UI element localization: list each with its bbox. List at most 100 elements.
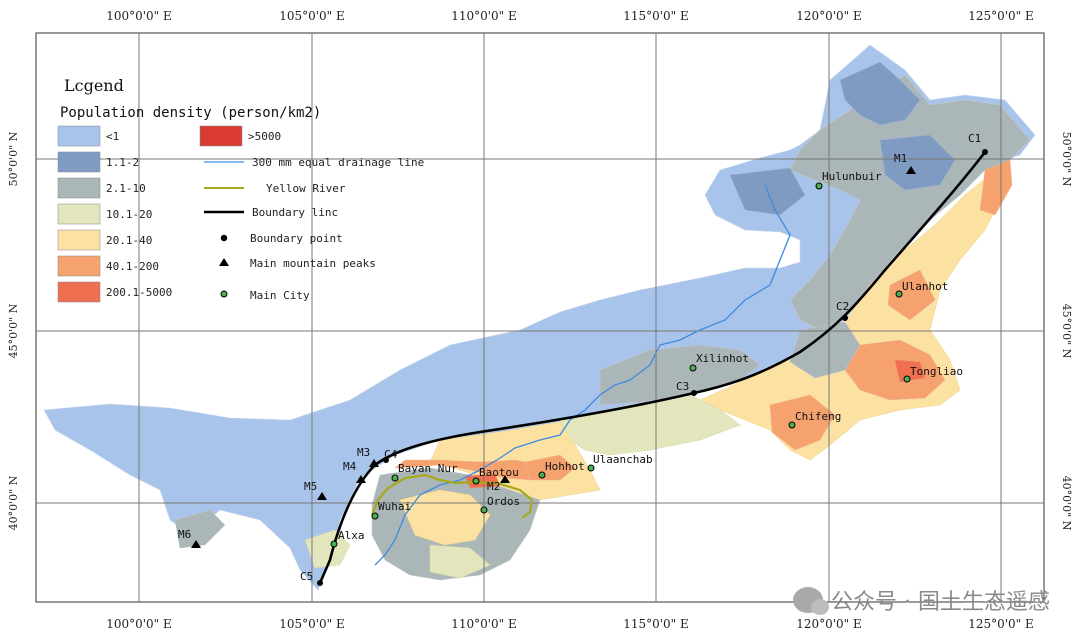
- peak-label: M6: [178, 528, 191, 541]
- lon-tick-bottom: 115°0'0" E: [623, 617, 689, 631]
- region-hohhot-orange: [524, 454, 576, 481]
- city-icon: [903, 375, 911, 383]
- cities: Hulunbuir Ulanhot Xilinhot Tongliao Chif…: [330, 170, 963, 548]
- city-label: Xilinhot: [696, 352, 749, 365]
- boundary-point: [383, 457, 389, 463]
- region-ordos-pale: [429, 544, 491, 579]
- city-label: Alxa: [338, 529, 365, 542]
- lon-tick-bottom: 110°0'0" E: [451, 617, 517, 631]
- legend-class-label: 2.1-10: [106, 182, 146, 195]
- legend-symbol-label: Boundary point: [250, 232, 343, 245]
- peak-icon: [317, 492, 327, 500]
- region-east-orange-3: [887, 269, 936, 321]
- region-hetao-red: [464, 473, 501, 489]
- boundary-point: [842, 315, 848, 321]
- legend-class-label: 1.1-2: [106, 156, 139, 169]
- peak-icon: [906, 166, 916, 174]
- region-alxa-light: [304, 529, 351, 569]
- lat-tick-left: 45°0'0" N: [7, 303, 20, 358]
- legend-boundary-point-icon: [220, 234, 228, 242]
- legend-swatch: [57, 229, 101, 251]
- city-label: Wuhai: [378, 500, 411, 513]
- city-icon: [895, 290, 903, 298]
- lat-ticks-right: 50°0'0" N 45°0'0" N 40°0'0" N: [1060, 132, 1073, 531]
- legend-symbol-label: Boundary linc: [252, 206, 338, 219]
- boundary-point-label: C1: [968, 132, 981, 145]
- peak-icon: [191, 540, 201, 548]
- lat-tick-right: 40°0'0" N: [1060, 476, 1073, 531]
- city-label: Baotou: [479, 466, 519, 479]
- lon-tick-top: 105°0'0" E: [279, 9, 345, 23]
- peak-label: M4: [343, 460, 357, 473]
- legend-swatch: [57, 255, 101, 277]
- mountain-peaks: M1 M2 M3 M4 M5 M6: [178, 152, 916, 548]
- peak-label: M1: [894, 152, 907, 165]
- region-east-red: [894, 359, 926, 383]
- boundary-point: [691, 390, 697, 396]
- legend-swatch: [57, 177, 101, 199]
- legend: Lcgend Population density (person/km2) <…: [57, 76, 424, 303]
- boundary-point: [317, 580, 323, 586]
- city-icon: [371, 512, 379, 520]
- city-label: Tongliao: [910, 365, 963, 378]
- legend-peak-icon: [219, 258, 229, 266]
- city-icon: [788, 421, 796, 429]
- city-icon: [587, 464, 595, 472]
- legend-symbol-label: Main City: [250, 289, 310, 302]
- city-label: Ulaanchab: [593, 453, 653, 466]
- legend-class-label: 40.1-200: [106, 260, 159, 273]
- legend-symbol-label: Yellow River: [266, 182, 346, 195]
- legend-title: Lcgend: [64, 76, 124, 95]
- lon-tick-bottom: 105°0'0" E: [279, 617, 345, 631]
- lat-tick-left: 40°0'0" N: [7, 475, 20, 530]
- boundary-points: C1 C2 C3 C4 C5: [300, 132, 988, 586]
- city-label: Ulanhot: [902, 280, 948, 293]
- watermark-text: 公众号 · 国土生态遥感: [831, 590, 1050, 615]
- region-ne-coast-orange: [979, 159, 1013, 216]
- region-central-gray: [599, 344, 761, 406]
- peak-label: M2: [487, 480, 500, 493]
- lon-tick-top: 125°0'0" E: [968, 9, 1034, 23]
- lon-ticks-top: 100°0'0" E 105°0'0" E 110°0'0" E 115°0'0…: [106, 9, 1034, 23]
- region-ne-dark: [839, 61, 921, 126]
- city-icon: [538, 471, 546, 479]
- boundary-point-label: C4: [384, 448, 398, 461]
- watermark: 公众号 · 国土生态遥感: [793, 584, 1050, 616]
- legend-class-label: 10.1-20: [106, 208, 152, 221]
- peak-icon: [356, 475, 366, 483]
- lon-tick-top: 115°0'0" E: [623, 9, 689, 23]
- legend-subtitle: Population density (person/km2): [60, 105, 321, 121]
- city-icon: [480, 506, 488, 514]
- city-label: Bayan Nur: [398, 462, 458, 475]
- region-east-orange-2: [769, 394, 836, 451]
- peak-label: M3: [357, 446, 370, 459]
- region-sw-gray: [174, 509, 226, 549]
- peak-icon: [369, 459, 379, 467]
- lon-tick-top: 120°0'0" E: [796, 9, 862, 23]
- city-label: Chifeng: [795, 410, 841, 423]
- drainage-line-300mm: [374, 184, 791, 566]
- peak-label: M5: [304, 480, 317, 493]
- lat-tick-right: 50°0'0" N: [1060, 132, 1073, 187]
- city-icon: [472, 477, 480, 485]
- city-icon: [689, 364, 697, 372]
- boundary-point-label: C5: [300, 570, 313, 583]
- lat-tick-right: 45°0'0" N: [1060, 304, 1073, 359]
- yellow-river: [370, 473, 534, 519]
- legend-class-label: 200.1-5000: [106, 286, 172, 299]
- legend-city-icon: [220, 290, 228, 298]
- legend-symbol-label: 300 mm equal drainage line: [252, 156, 424, 169]
- legend-class-label: <1: [106, 130, 119, 143]
- city-label: Hulunbuir: [822, 170, 882, 183]
- legend-swatch: [57, 281, 101, 303]
- lon-tick-bottom: 100°0'0" E: [106, 617, 172, 631]
- city-label: Ordos: [487, 495, 520, 508]
- city-icon: [330, 540, 338, 548]
- peak-icon: [500, 475, 510, 483]
- wechat-icon: [793, 587, 830, 615]
- lon-ticks-bottom: 100°0'0" E 105°0'0" E 110°0'0" E 115°0'0…: [106, 617, 1034, 631]
- lon-tick-top: 110°0'0" E: [451, 9, 517, 23]
- lon-tick-top: 100°0'0" E: [106, 9, 172, 23]
- boundary-point: [982, 149, 988, 155]
